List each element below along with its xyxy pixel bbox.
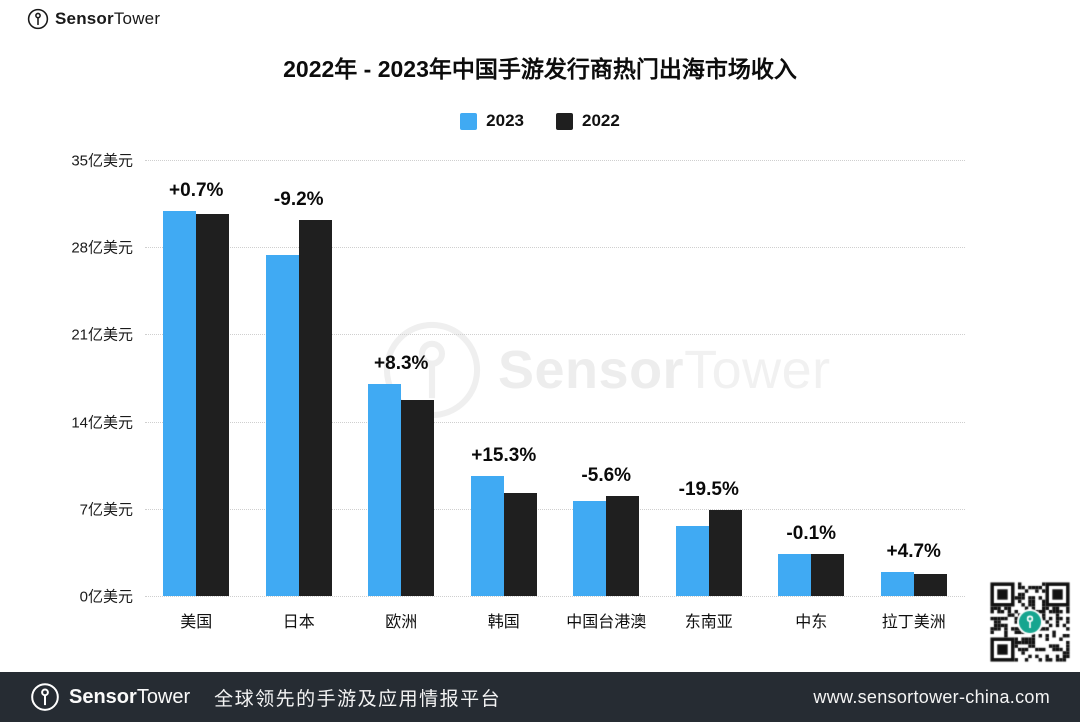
y-axis-tick-label: 7亿美元 [79,501,133,519]
gridline [145,334,965,336]
footer-bar: SensorTower 全球领先的手游及应用情报平台 www.sensortow… [0,672,1080,722]
footer-brand-bold: Sensor [69,685,137,708]
x-axis-category-label: 中东 [795,614,828,631]
y-axis-tick-label: 35亿美元 [71,152,133,170]
qr-code [987,579,1073,665]
x-axis-category-label: 欧洲 [385,614,418,631]
bar-groups: +0.7% 美国 -9.2% 日本 +8.3% 欧洲 +15.3% 韩国 -5.6% 中国台港澳 -… [145,160,966,631]
chart-legend: 2023 2022 [0,111,1080,131]
legend-label-2023: 2023 [486,111,524,130]
change-label: +15.3% [471,445,537,467]
footer-url: www.sensortower-china.com [813,686,1050,707]
footer-brand: SensorTower [30,682,190,712]
legend-item-2022: 2022 [556,111,620,131]
change-label: -9.2% [273,188,324,210]
brand-bold: Sensor [55,9,114,28]
sensortower-logo-top: SensorTower [27,8,160,30]
bar-2023-日本 [265,254,299,596]
bar-group-8: +4.7% 拉丁美洲 [863,160,966,631]
y-axis-tick-label: 14亿美元 [71,414,133,432]
legend-swatch-2023 [460,112,478,130]
bar-group-7: -0.1% 中东 [760,160,863,631]
bar-group-2: -9.2% 日本 [248,160,351,631]
bar-2022-中国台港澳 [606,496,640,596]
legend-label-2022: 2022 [582,111,620,130]
gridline [145,508,965,510]
gridline [145,247,965,249]
y-axis-tick-label: 21亿美元 [71,326,133,344]
bar-2023-拉丁美洲 [880,572,914,596]
gridline [145,421,965,423]
bar-chart-plot-area: 35亿美元 28亿美元 21亿美元 14亿美元 7亿美元 0亿美元 +0.7% 美国 -9.2%… [71,153,966,631]
bar-2022-美国 [196,213,230,596]
gridline [145,160,965,161]
bar-group-4: +15.3% 韩国 [453,160,556,631]
change-label: -19.5% [678,479,739,501]
bar-2023-美国 [163,211,197,596]
bar-2022-日本 [298,219,332,596]
x-axis-category-label: 拉丁美洲 [881,614,946,631]
chart-title: 2022年 - 2023年中国手游发行商热门出海市场收入 [283,56,797,82]
footer-brand-light: Tower [136,685,191,708]
bar-group-1: +0.7% 美国 [145,160,248,631]
brand-light: Tower [113,9,161,28]
bar-group-6: -19.5% 东南亚 [658,160,761,631]
bar-2022-中东 [811,553,845,596]
bar-2022-东南亚 [708,510,742,596]
bar-2023-中东 [778,553,812,596]
x-axis-category-label: 东南亚 [684,614,733,631]
y-axis-tick-label: 28亿美元 [71,239,133,257]
legend-item-2023: 2023 [460,111,524,131]
bar-2023-东南亚 [675,526,709,596]
bar-2022-韩国 [503,492,537,596]
footer-tagline: 全球领先的手游及应用情报平台 [214,688,502,710]
x-axis-category-label: 美国 [180,614,213,631]
bar-2023-中国台港澳 [573,501,607,596]
bar-2023-韩国 [470,476,504,596]
change-label: -0.1% [786,522,837,544]
bar-2022-欧洲 [401,400,435,596]
gridline [145,596,965,597]
x-axis-category-label: 日本 [282,614,315,631]
y-axis-tick-label: 0亿美元 [79,588,133,606]
change-label: -5.6% [581,465,632,487]
brand-name: SensorTower [55,9,160,29]
bar-2023-欧洲 [368,384,402,596]
change-label: +0.7% [169,180,224,202]
bar-group-3: +8.3% 欧洲 [350,160,453,631]
footer-antenna-icon [31,683,59,711]
footer-brand-name: SensorTower [69,686,190,709]
x-axis-category-label: 中国台港澳 [566,614,647,631]
bar-group-5: -5.6% 中国台港澳 [555,160,658,631]
bar-2022-拉丁美洲 [913,573,947,596]
x-axis-category-label: 韩国 [487,614,520,631]
legend-swatch-2022 [556,112,573,130]
sensortower-antenna-icon [27,8,49,30]
change-label: +4.7% [886,541,941,563]
